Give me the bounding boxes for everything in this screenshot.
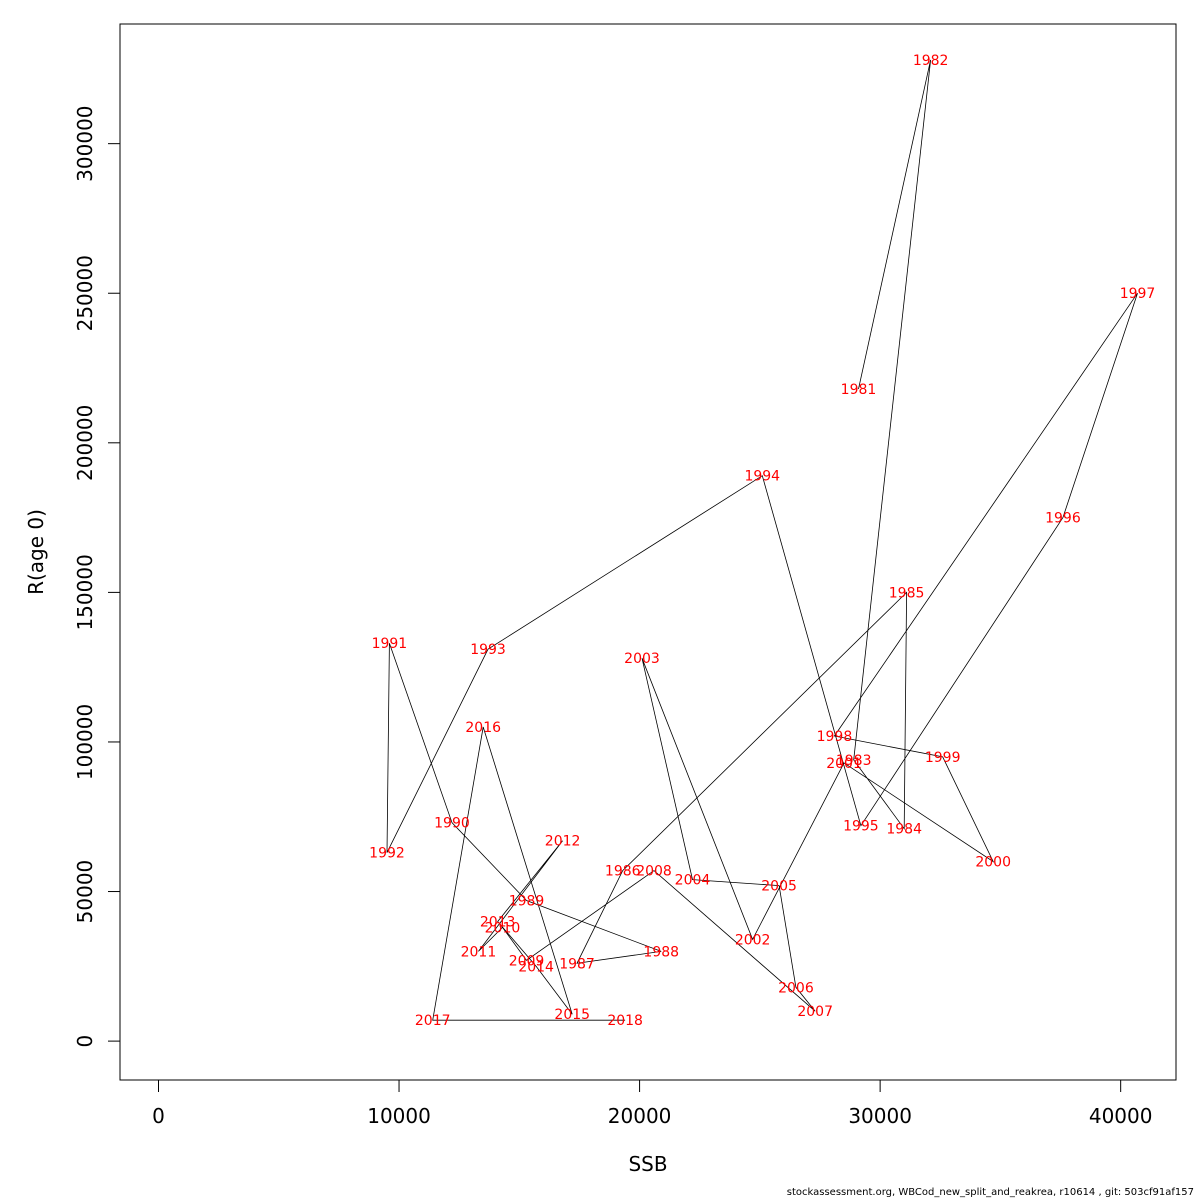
year-label-1995: 1995 bbox=[843, 819, 879, 835]
year-label-1990: 1990 bbox=[434, 816, 470, 832]
year-labels: 1981 1982 1983 1984 1985 1986 1987 1988 1989 1990… bbox=[369, 53, 1155, 1029]
x-tick-label: 20000 bbox=[608, 1104, 672, 1128]
year-label-1996: 1996 bbox=[1045, 511, 1081, 527]
year-label-1988: 1988 bbox=[643, 944, 679, 960]
x-axis-title: SSB bbox=[628, 1152, 667, 1176]
year-label-1987: 1987 bbox=[559, 956, 595, 972]
x-tick-label: 30000 bbox=[848, 1104, 912, 1128]
year-label-1993: 1993 bbox=[470, 642, 506, 658]
y-tick-label: 150000 bbox=[73, 554, 97, 630]
year-label-2000: 2000 bbox=[975, 855, 1011, 871]
year-label-2008: 2008 bbox=[636, 864, 672, 880]
year-label-2003: 2003 bbox=[624, 651, 660, 667]
year-label-2001: 2001 bbox=[826, 756, 862, 772]
year-label-2007: 2007 bbox=[797, 1004, 833, 1020]
y-tick-label: 50000 bbox=[73, 860, 97, 924]
year-label-2009: 2009 bbox=[509, 953, 545, 969]
y-tick-label: 250000 bbox=[73, 255, 97, 331]
plot-frame bbox=[119, 23, 1177, 1081]
year-label-1989: 1989 bbox=[509, 894, 545, 910]
y-tick-label: 300000 bbox=[73, 105, 97, 181]
year-label-2011: 2011 bbox=[461, 944, 497, 960]
trajectory-line bbox=[386, 59, 1138, 1021]
year-label-2006: 2006 bbox=[778, 980, 814, 996]
year-label-2012: 2012 bbox=[545, 834, 581, 850]
y-axis: 0 50000 100000 150000 200000 250000 300000 bbox=[73, 105, 121, 1048]
x-axis: 0 10000 20000 30000 40000 bbox=[152, 1079, 1153, 1128]
trajectory-polyline bbox=[386, 59, 1138, 1021]
year-label-1999: 1999 bbox=[925, 750, 961, 766]
year-label-1984: 1984 bbox=[886, 822, 922, 838]
year-label-2015: 2015 bbox=[554, 1007, 590, 1023]
year-label-1986: 1986 bbox=[605, 864, 641, 880]
y-tick-label: 100000 bbox=[73, 704, 97, 780]
y-tick-label: 0 bbox=[73, 1035, 97, 1048]
year-label-2005: 2005 bbox=[761, 879, 797, 895]
x-tick-label: 40000 bbox=[1089, 1104, 1153, 1128]
y-tick-label: 200000 bbox=[73, 405, 97, 481]
year-label-1982: 1982 bbox=[913, 53, 949, 69]
year-label-2013: 2013 bbox=[480, 914, 516, 930]
year-label-1994: 1994 bbox=[744, 469, 780, 485]
year-label-1985: 1985 bbox=[889, 585, 925, 601]
year-label-1998: 1998 bbox=[817, 729, 853, 745]
year-label-2014: 2014 bbox=[518, 959, 554, 975]
year-label-1992: 1992 bbox=[369, 846, 405, 862]
x-tick-label: 10000 bbox=[367, 1104, 431, 1128]
year-label-1997: 1997 bbox=[1120, 286, 1156, 302]
year-label-2018: 2018 bbox=[607, 1013, 643, 1029]
y-axis-title: R(age 0) bbox=[24, 509, 48, 595]
year-label-2002: 2002 bbox=[735, 932, 771, 948]
year-label-1983: 1983 bbox=[836, 753, 872, 769]
year-label-2016: 2016 bbox=[465, 720, 501, 736]
x-tick-label: 0 bbox=[152, 1104, 165, 1128]
year-label-1981: 1981 bbox=[841, 382, 877, 398]
year-label-2004: 2004 bbox=[675, 873, 711, 889]
footer-credit: stockassessment.org, WBCod_new_split_and… bbox=[786, 1187, 1194, 1198]
year-label-2010: 2010 bbox=[485, 920, 521, 936]
year-label-1991: 1991 bbox=[372, 636, 408, 652]
year-label-2017: 2017 bbox=[415, 1013, 451, 1029]
